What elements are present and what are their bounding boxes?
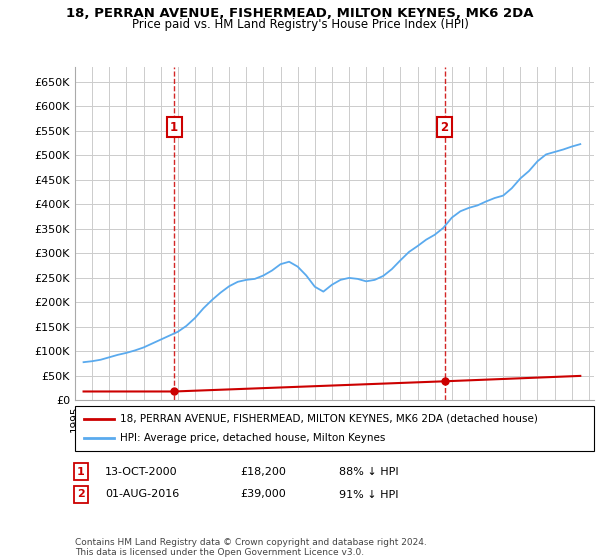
Text: 1: 1 <box>170 120 178 134</box>
Text: Price paid vs. HM Land Registry's House Price Index (HPI): Price paid vs. HM Land Registry's House … <box>131 18 469 31</box>
Text: 1: 1 <box>77 466 85 477</box>
Text: 91% ↓ HPI: 91% ↓ HPI <box>339 489 398 500</box>
Text: 2: 2 <box>77 489 85 500</box>
Text: 13-OCT-2000: 13-OCT-2000 <box>105 466 178 477</box>
Text: 01-AUG-2016: 01-AUG-2016 <box>105 489 179 500</box>
Text: 2: 2 <box>440 120 449 134</box>
Text: Contains HM Land Registry data © Crown copyright and database right 2024.
This d: Contains HM Land Registry data © Crown c… <box>75 538 427 557</box>
Text: 18, PERRAN AVENUE, FISHERMEAD, MILTON KEYNES, MK6 2DA: 18, PERRAN AVENUE, FISHERMEAD, MILTON KE… <box>66 7 534 20</box>
Text: £18,200: £18,200 <box>240 466 286 477</box>
Text: £39,000: £39,000 <box>240 489 286 500</box>
Text: HPI: Average price, detached house, Milton Keynes: HPI: Average price, detached house, Milt… <box>120 433 385 444</box>
Text: 18, PERRAN AVENUE, FISHERMEAD, MILTON KEYNES, MK6 2DA (detached house): 18, PERRAN AVENUE, FISHERMEAD, MILTON KE… <box>120 413 538 423</box>
Text: 88% ↓ HPI: 88% ↓ HPI <box>339 466 398 477</box>
